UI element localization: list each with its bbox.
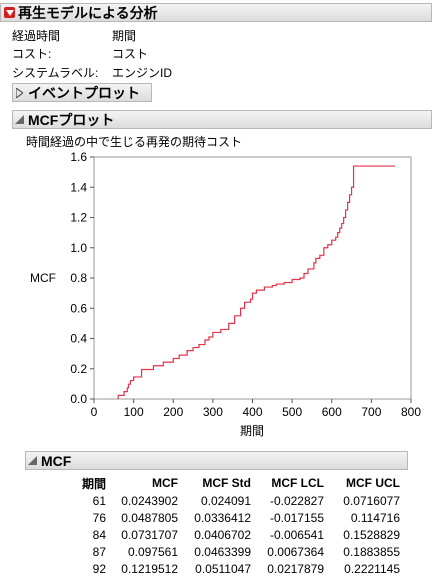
table-row: 87 0.097561 0.0463399 0.0067364 0.188385… [60, 543, 400, 560]
mcf-series-line [117, 165, 396, 399]
table-cell: 76 [92, 510, 106, 525]
table-cell: 0.0511047 [195, 561, 251, 576]
col-header: 期間 [81, 476, 106, 491]
table-cell: 84 [92, 527, 106, 542]
mcf-chart: 0 100 200 300 400 500 600 700 800 0.0 0.2 0.4 0.6 0.… [30, 150, 421, 438]
table-cell: 0.0067364 [267, 544, 324, 559]
info-key: システムラベル: [12, 66, 99, 80]
event-plot-header[interactable]: イベントプロット [12, 83, 152, 102]
info-value: エンジンID [112, 66, 173, 80]
table-cell: 0.0336412 [194, 510, 251, 525]
table-cell: 0.1528829 [343, 527, 400, 542]
table-cell: 0.0217879 [267, 561, 324, 576]
x-axis-label: 期間 [240, 424, 264, 438]
table-cell: 0.0243902 [121, 493, 178, 508]
table-cell: -0.022827 [269, 493, 324, 508]
y-tick-label: 1.6 [70, 150, 87, 164]
table-row: 61 0.0243902 0.024091 -0.022827 0.071607… [60, 492, 400, 509]
table-cell: 0.024091 [200, 493, 251, 508]
report-header[interactable]: 再生モデルによる分析 [0, 3, 432, 22]
info-value: コスト [112, 47, 149, 61]
table-cell: 0.0463399 [194, 544, 251, 559]
y-tick-label: 0.0 [70, 392, 87, 406]
red-triangle-menu-icon[interactable] [4, 7, 15, 18]
table-cell: 0.0406702 [194, 527, 251, 542]
y-axis-label: MCF [30, 271, 56, 285]
y-tick-label: 0.4 [70, 332, 87, 346]
y-tick-label: 0.2 [70, 362, 87, 376]
x-tick-label: 700 [361, 405, 381, 419]
table-header-row: 期間 MCF MCF Std MCF LCL MCF UCL [60, 474, 400, 492]
col-header: MCF [152, 476, 178, 490]
info-key: コスト: [12, 47, 52, 61]
info-value: 期間 [112, 29, 137, 43]
x-tick-label: 0 [91, 405, 98, 419]
x-tick-label: 400 [242, 405, 262, 419]
mcf-plot-header[interactable]: MCFプロット [12, 110, 432, 129]
x-tick-label: 300 [203, 405, 223, 419]
info-key: 経過時間 [12, 29, 61, 43]
table-cell: 61 [92, 493, 106, 508]
table-row: 76 0.0487805 0.0336412 -0.017155 0.11471… [60, 509, 400, 526]
mcf-table-title: MCF [41, 452, 72, 469]
mcf-table: 期間 MCF MCF Std MCF LCL MCF UCL 61 0.0243… [60, 474, 400, 577]
table-row: 92 0.1219512 0.0511047 0.0217879 0.22211… [60, 560, 400, 577]
disclosure-expanded-icon[interactable] [13, 115, 25, 124]
x-tick-label: 800 [401, 405, 421, 419]
y-tick-label: 1.4 [70, 180, 87, 194]
chart-title: 時間経過の中で生じる再発の期待コスト [26, 135, 243, 149]
table-row: 84 0.0731707 0.0406702 -0.006541 0.15288… [60, 526, 400, 543]
col-header: MCF Std [202, 476, 251, 490]
table-cell: 87 [92, 544, 106, 559]
table-cell: 0.1219512 [121, 561, 178, 576]
table-cell: -0.006541 [269, 527, 324, 542]
x-tick-label: 100 [124, 405, 144, 419]
table-cell: 92 [92, 561, 106, 576]
mcf-table-header[interactable]: MCF [25, 451, 408, 470]
y-tick-label: 0.6 [70, 301, 87, 315]
mcf-plot-title: MCFプロット [28, 111, 115, 128]
disclosure-collapsed-icon[interactable] [13, 87, 25, 98]
table-cell: 0.0716077 [343, 493, 400, 508]
plot-frame [93, 156, 412, 400]
table-cell: 0.2221145 [344, 561, 400, 576]
x-tick-label: 500 [282, 405, 302, 419]
table-cell: 0.0731707 [121, 527, 178, 542]
table-cell: 0.0487805 [121, 510, 178, 525]
y-tick-label: 1.2 [70, 211, 87, 225]
x-tick-label: 200 [163, 405, 183, 419]
col-header: MCF UCL [346, 476, 400, 490]
table-cell: 0.1883855 [343, 544, 400, 559]
x-tick-label: 600 [322, 405, 342, 419]
event-plot-title: イベントプロット [28, 84, 140, 101]
report-title: 再生モデルによる分析 [18, 4, 158, 21]
disclosure-expanded-icon[interactable] [26, 456, 38, 465]
col-header: MCF LCL [271, 476, 324, 490]
table-cell: 0.097561 [127, 544, 178, 559]
table-cell: 0.114716 [350, 510, 400, 525]
y-tick-label: 0.8 [70, 271, 87, 285]
table-cell: -0.017155 [269, 510, 324, 525]
y-tick-label: 1.0 [70, 241, 87, 255]
